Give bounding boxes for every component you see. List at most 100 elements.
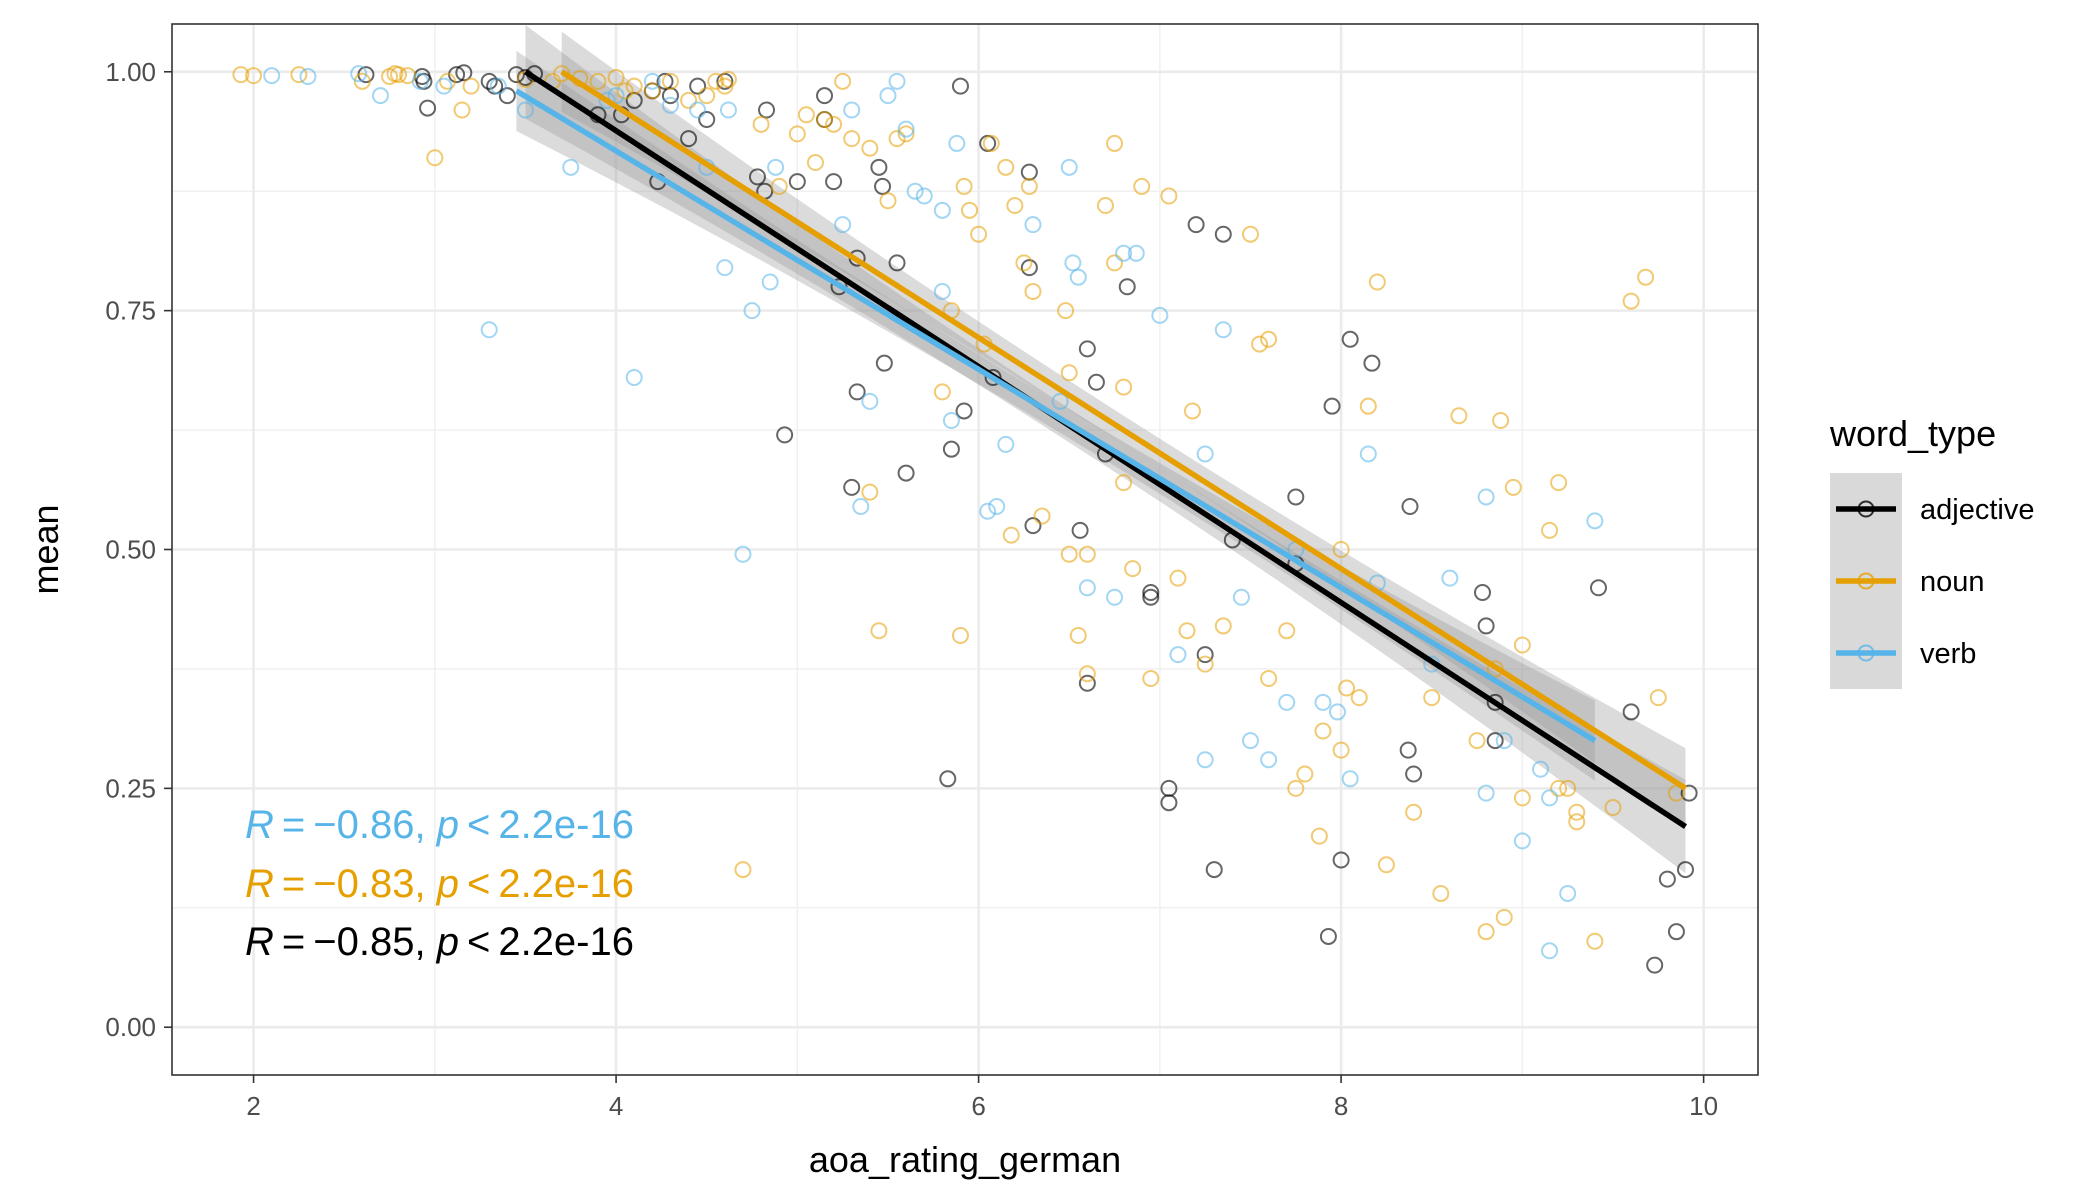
- data-point-noun: [1550, 474, 1568, 492]
- data-point-verb: [997, 435, 1015, 453]
- data-point-adjective: [1589, 579, 1607, 597]
- annotation-p-value-noun: < 2.2e-16: [459, 862, 634, 906]
- data-point-noun: [1368, 273, 1386, 291]
- data-point-adjective: [689, 77, 707, 95]
- data-point-noun: [661, 72, 679, 90]
- data-point-noun: [1495, 908, 1513, 926]
- data-point-noun: [698, 87, 716, 105]
- data-point-noun: [716, 77, 734, 95]
- data-point-verb: [716, 259, 734, 277]
- annotation-p-noun: p: [436, 862, 459, 906]
- data-point-noun: [1024, 283, 1042, 301]
- data-point-noun: [1296, 765, 1314, 783]
- data-point-noun: [1214, 617, 1232, 635]
- data-point-noun: [1124, 560, 1142, 578]
- data-point-adjective: [1160, 794, 1178, 812]
- data-point-noun: [1106, 254, 1124, 272]
- data-point-noun: [770, 177, 788, 195]
- legend-marker-adjective: [1857, 500, 1875, 518]
- data-point-noun: [1350, 689, 1368, 707]
- data-point-noun: [1183, 402, 1201, 420]
- data-point-adjective: [939, 770, 957, 788]
- correlation-annotations: R = −0.86, p < 2.2e-16R = −0.83, p < 2.2…: [245, 803, 634, 964]
- data-point-verb: [299, 68, 317, 86]
- data-point-verb: [1127, 244, 1145, 262]
- data-point-verb: [888, 72, 906, 90]
- data-point-verb: [661, 96, 679, 114]
- data-point-verb: [1151, 306, 1169, 324]
- data-point-adjective: [1401, 498, 1419, 516]
- data-point-verb: [1196, 751, 1214, 769]
- data-point-noun: [1033, 507, 1051, 525]
- data-point-noun: [1559, 779, 1577, 797]
- annotation-r-value-adjective: = −0.85,: [274, 920, 437, 964]
- data-point-adjective: [776, 426, 794, 444]
- data-point-verb: [1559, 884, 1577, 902]
- data-point-noun: [390, 66, 408, 84]
- data-point-verb: [1586, 512, 1604, 530]
- data-point-noun: [1541, 521, 1559, 539]
- regression-line-adjective: [523, 69, 1687, 829]
- data-point-noun: [1332, 541, 1350, 558]
- data-point-noun: [1377, 856, 1395, 874]
- data-point-adjective: [758, 101, 776, 119]
- data-point-noun: [453, 101, 471, 119]
- data-point-noun: [816, 111, 834, 129]
- data-point-noun: [834, 72, 852, 90]
- data-point-noun: [1078, 545, 1096, 563]
- data-point-verb: [1495, 732, 1513, 750]
- annotation-p-adjective: p: [436, 920, 459, 964]
- data-point-adjective: [415, 72, 433, 90]
- data-point-verb: [1260, 751, 1278, 769]
- data-point-verb: [897, 120, 915, 138]
- legend-label-adjective: adjective: [1920, 494, 2034, 526]
- data-point-noun: [933, 383, 951, 401]
- data-point-noun: [1492, 412, 1510, 430]
- data-point-noun: [1057, 302, 1075, 320]
- annotation-r-value-noun: = −0.83,: [274, 862, 437, 906]
- data-point-noun: [1287, 779, 1305, 797]
- data-point-noun: [1060, 364, 1078, 382]
- data-point-verb: [933, 201, 951, 219]
- data-point-adjective: [1287, 488, 1305, 506]
- data-point-noun: [1241, 225, 1259, 243]
- data-point-verb: [1241, 732, 1259, 750]
- data-point-noun: [1015, 254, 1033, 272]
- data-point-noun: [1260, 669, 1278, 687]
- data-point-verb: [1214, 321, 1232, 339]
- data-point-verb: [1196, 445, 1214, 463]
- data-point-noun: [825, 115, 843, 133]
- data-point-adjective: [843, 478, 861, 496]
- annotation-r-noun: R: [245, 862, 274, 906]
- data-point-noun: [1359, 397, 1377, 415]
- data-point-noun: [1060, 545, 1078, 563]
- data-point-adjective: [1363, 354, 1381, 372]
- data-point-verb: [607, 87, 625, 105]
- data-point-adjective: [1473, 583, 1491, 601]
- y-tick-label: 0.00: [105, 1012, 156, 1042]
- data-point-noun: [788, 125, 806, 143]
- data-point-verb: [734, 545, 752, 563]
- annotation-p-verb: p: [436, 803, 459, 847]
- data-point-adjective: [1667, 923, 1685, 941]
- data-point-verb: [1051, 392, 1069, 410]
- data-point-verb: [1078, 579, 1096, 597]
- data-point-noun: [290, 66, 308, 84]
- data-point-noun: [1513, 636, 1531, 654]
- data-point-adjective: [1020, 259, 1038, 277]
- data-point-noun: [1142, 669, 1160, 687]
- x-tick-label: 2: [246, 1091, 260, 1121]
- data-point-adjective: [1658, 870, 1676, 888]
- data-points: [232, 64, 1698, 974]
- data-point-adjective: [1341, 330, 1359, 348]
- data-point-adjective: [870, 158, 888, 176]
- data-point-noun: [680, 91, 698, 109]
- data-point-verb: [350, 65, 368, 83]
- data-point-adjective: [1332, 851, 1350, 869]
- data-point-noun: [1115, 474, 1133, 492]
- data-point-noun: [861, 139, 879, 157]
- data-point-adjective: [1319, 927, 1337, 945]
- data-point-noun: [1160, 187, 1178, 205]
- data-point-verb: [861, 392, 879, 410]
